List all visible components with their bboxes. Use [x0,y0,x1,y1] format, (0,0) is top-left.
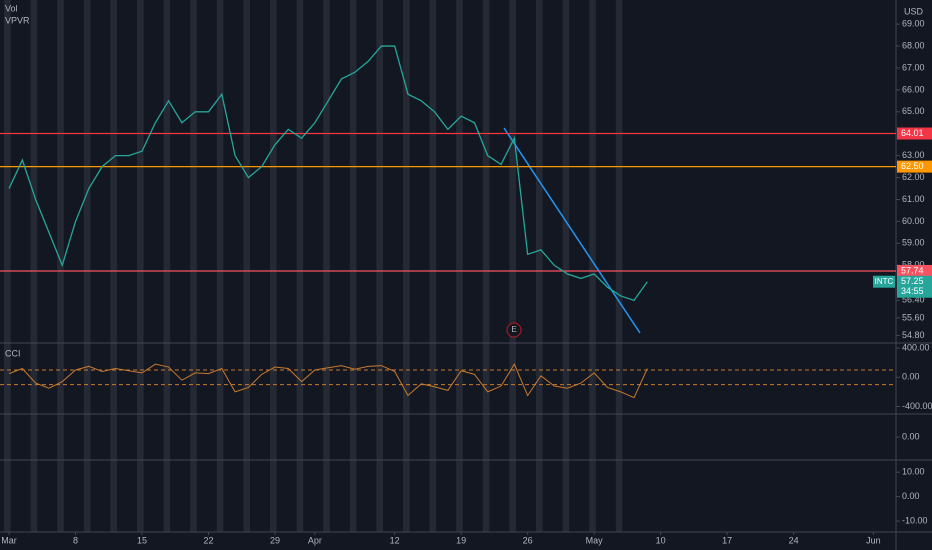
stripe [163,0,171,532]
last-price-label: 57.25 [901,276,924,286]
stripe [190,0,197,532]
stripe [4,0,11,532]
currency: USD [904,6,924,16]
stripe [216,0,224,532]
stripe [429,0,437,532]
indicator-label: VPVR [5,15,30,25]
price-tag [897,160,932,173]
y-tick-label: 56.40 [902,295,925,305]
x-tick-label: 22 [204,535,214,545]
stripe [30,0,38,532]
stripe [482,0,490,532]
y-tick-label: 0.00 [902,372,920,382]
y-tick-label: -400.00 [902,401,932,411]
y-tick-label: 60.00 [902,216,925,226]
y-tick-label: -10.00 [902,515,928,525]
x-tick-label: May [586,535,604,545]
y-tick-label: 61.00 [902,194,925,204]
x-tick-label: Mar [1,535,17,545]
stripe [323,0,330,532]
symbol-tag [873,275,895,288]
y-tick-label: 54.80 [902,330,925,340]
stripe [296,0,304,532]
y-tick-label: 62.00 [902,172,925,182]
y-tick-label: 66.00 [902,84,925,94]
y-tick-label: 58.00 [902,260,925,270]
x-tick-label: Jun [866,535,881,545]
x-tick-label: 15 [137,535,147,545]
x-tick-label: 24 [789,535,799,545]
stripe [589,0,596,532]
earnings-letter: E [511,325,516,334]
price-tag [897,127,932,140]
y-tick-label: 0.00 [902,431,920,441]
y-tick-label: 59.00 [902,238,925,248]
stripe [376,0,383,532]
stripe [83,0,91,532]
y-tick-label: 67.00 [902,62,925,72]
stripe [243,0,250,532]
y-tick-label: 63.00 [902,150,925,160]
stripe [562,0,570,532]
price-tag-label: 57.74 [901,265,924,275]
y-tick-label: 10.00 [902,467,925,477]
x-tick-label: 19 [456,535,466,545]
stripe [403,0,410,532]
x-tick-label: 12 [390,535,400,545]
price-tag-label: 62.50 [901,161,924,171]
y-tick-label: 55.60 [902,312,925,322]
trend-line [503,127,641,334]
indicator-label: CCI [5,348,21,358]
x-tick-label: 10 [656,535,666,545]
indicator-label: Vol [5,3,18,13]
price-tag [897,264,932,277]
y-tick-label: 69.00 [902,18,925,28]
stripe [349,0,357,532]
y-tick-label: 68.00 [902,40,925,50]
stripe [57,0,64,532]
x-tick-label: Apr [308,535,322,545]
x-tick-label: 8 [73,535,78,545]
cci-line [8,363,648,399]
stripe [137,0,144,532]
session-stripes [4,0,623,532]
x-tick-label: 26 [523,535,533,545]
last-price-tag [897,275,932,298]
symbol-label: INTC [875,277,894,286]
x-tick-label: 17 [722,535,732,545]
y-tick-label: 0.00 [902,491,920,501]
y-tick-label: 400.00 [902,342,930,352]
stripe [509,0,516,532]
earnings-marker [506,322,522,338]
price-tag-label: 64.01 [901,128,924,138]
y-tick-label: 65.00 [902,106,925,116]
stripe [270,0,277,532]
x-tick-label: 29 [270,535,280,545]
stripe [615,0,623,532]
stripe [110,0,117,532]
price-line [8,45,648,302]
stripe [456,0,463,532]
countdown: 34:55 [901,286,924,296]
stripe [536,0,543,532]
